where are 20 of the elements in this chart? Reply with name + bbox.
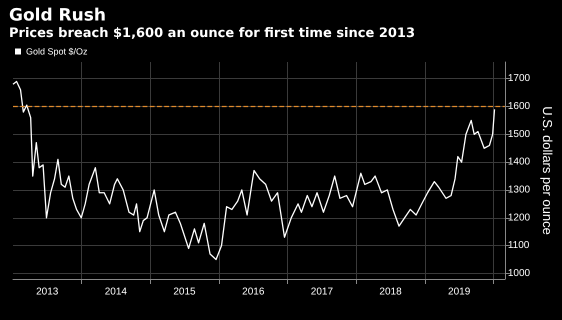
x-tick-label: 2015 [173, 286, 196, 298]
y-axis-title: U.S. dollars per ounce [540, 106, 555, 235]
legend-label: Gold Spot $/Oz [26, 46, 88, 56]
y-tick-label: 1300 [508, 184, 531, 196]
y-tick-label: 1500 [508, 128, 531, 140]
x-tick-label: 2017 [310, 286, 334, 298]
chart-subtitle: Prices breach $1,600 an ounce for first time since 2013 [9, 26, 415, 41]
x-tick-label: 2016 [242, 286, 265, 298]
x-tick-label: 2013 [36, 286, 59, 298]
y-tick-label: 1600 [508, 101, 531, 112]
chart-title: Gold Rush [9, 6, 106, 26]
y-tick-label: 1000 [508, 268, 531, 279]
x-tick-label: 2018 [379, 286, 402, 298]
line-series [12, 80, 496, 260]
x-tick-label: 2014 [104, 286, 128, 298]
y-tick-label: 1100 [508, 240, 530, 252]
y-tick-label: 1400 [508, 156, 531, 168]
y-tick-label: 1200 [508, 212, 531, 224]
y-tick-label: 1700 [508, 73, 531, 84]
x-tick-label: 2019 [448, 286, 471, 298]
